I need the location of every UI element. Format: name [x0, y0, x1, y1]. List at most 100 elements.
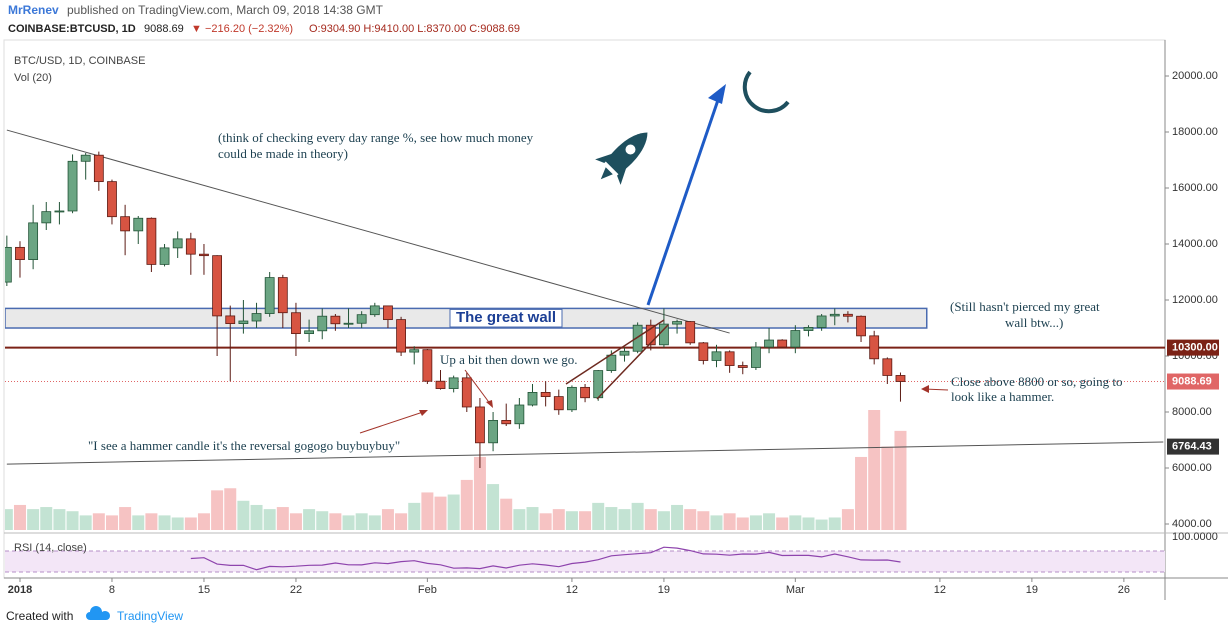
candle-body — [553, 396, 564, 411]
volume-bar — [395, 513, 408, 530]
annotation: Close above 8800 or so, going to — [951, 374, 1123, 389]
volume-bar — [644, 509, 657, 530]
volume-bar — [605, 507, 618, 530]
rsi-line — [190, 546, 901, 571]
candle-body — [659, 323, 669, 346]
candle-body — [895, 375, 906, 382]
volume-bar — [237, 500, 250, 530]
candle-body — [488, 420, 498, 444]
volume-bar — [828, 517, 841, 530]
candle-body — [803, 327, 814, 331]
volume-bar — [408, 502, 421, 530]
annotation: (Still hasn't pierced my great — [950, 299, 1100, 314]
annotation: (think of checking every day range %, se… — [218, 130, 534, 145]
rsi-axis-label: 100.0000 — [1172, 531, 1218, 543]
annotation: could be made in theory) — [218, 146, 348, 161]
volume-bar — [224, 488, 237, 530]
price-tag-label: 10300.00 — [1172, 342, 1218, 354]
volume-bar — [53, 509, 66, 530]
rocket — [595, 132, 648, 185]
candle-body — [816, 315, 827, 328]
x-tick-label: 2018 — [8, 584, 32, 596]
volume-bar — [289, 513, 302, 530]
volume-bar — [855, 456, 868, 530]
candle-body — [501, 420, 512, 425]
trendline — [6, 441, 1164, 465]
footer-brand[interactable]: TradingView — [117, 609, 183, 623]
candle-body — [133, 217, 144, 232]
volume-bar — [579, 511, 592, 530]
arrow — [646, 99, 720, 306]
candle-body — [632, 324, 643, 352]
candle-body — [304, 330, 314, 335]
volume-bar — [631, 502, 644, 530]
candle-body — [238, 320, 249, 324]
candle-body — [199, 253, 209, 257]
volume-bar — [776, 517, 789, 530]
price-tag-label: 6764.43 — [1172, 441, 1212, 453]
candle-body — [829, 313, 840, 317]
volume-bar — [263, 509, 276, 530]
candle-body — [212, 255, 223, 317]
candle-body — [396, 319, 406, 353]
candle-body — [330, 315, 341, 325]
volume-bar — [736, 517, 749, 530]
arrow-head — [708, 84, 726, 104]
candle-body — [5, 246, 12, 283]
volume-bar — [434, 496, 447, 530]
volume-bar — [763, 513, 776, 530]
zone-label-box — [449, 308, 563, 328]
candle-body — [527, 392, 538, 406]
volume-bar — [355, 513, 368, 530]
volume-bar — [158, 515, 171, 530]
candle-body — [751, 346, 761, 368]
volume-bar — [303, 509, 316, 530]
y-tick-label: 8000.00 — [1172, 406, 1212, 418]
candle-body — [225, 315, 236, 324]
rsi-title: RSI (14, close) — [14, 542, 87, 554]
volume-bar — [460, 479, 473, 530]
symbol: COINBASE:BTCUSD, 1D — [8, 23, 136, 35]
annotation: wall btw...) — [1005, 315, 1063, 330]
x-tick-label: 19 — [658, 584, 670, 596]
volume-bar — [671, 504, 684, 530]
candle-body — [15, 246, 25, 260]
volume-bar — [815, 519, 828, 530]
candle-body — [672, 321, 682, 325]
volume-bar — [5, 509, 13, 530]
volume-bar — [197, 513, 210, 530]
volume-bar — [881, 446, 894, 530]
volume-bar — [473, 456, 486, 530]
pointer-head — [921, 385, 929, 393]
price-tag — [1167, 373, 1219, 390]
candle-body — [422, 349, 433, 382]
volume-bar — [684, 509, 697, 530]
candle-body — [724, 351, 735, 366]
y-tick-label: 18000.00 — [1172, 126, 1218, 138]
author[interactable]: MrRenev — [8, 3, 59, 17]
price-tag — [1167, 339, 1219, 356]
volume-bar — [27, 509, 40, 530]
candle-body — [317, 315, 328, 332]
candle-body — [93, 154, 104, 183]
candle-body — [435, 380, 446, 389]
volume-bar — [250, 504, 263, 530]
candle-body — [409, 349, 420, 353]
volume-bar — [105, 515, 118, 530]
volume-bar — [552, 509, 565, 530]
pointer-head — [419, 410, 428, 416]
annotation: look like a hammer. — [951, 389, 1054, 404]
price-tag-label: 9088.69 — [1172, 375, 1212, 387]
volume-bar — [368, 515, 381, 530]
candle-body — [737, 365, 748, 368]
volume-bar — [894, 430, 907, 530]
candle-body — [277, 277, 288, 314]
volume-bar — [145, 513, 158, 530]
candle-body — [882, 358, 893, 376]
candle-body — [685, 321, 696, 344]
volume-bar — [13, 504, 26, 530]
candle-body — [514, 404, 525, 425]
candle-body — [645, 324, 656, 346]
volume-bar — [539, 513, 552, 530]
volume-bar — [92, 513, 105, 530]
